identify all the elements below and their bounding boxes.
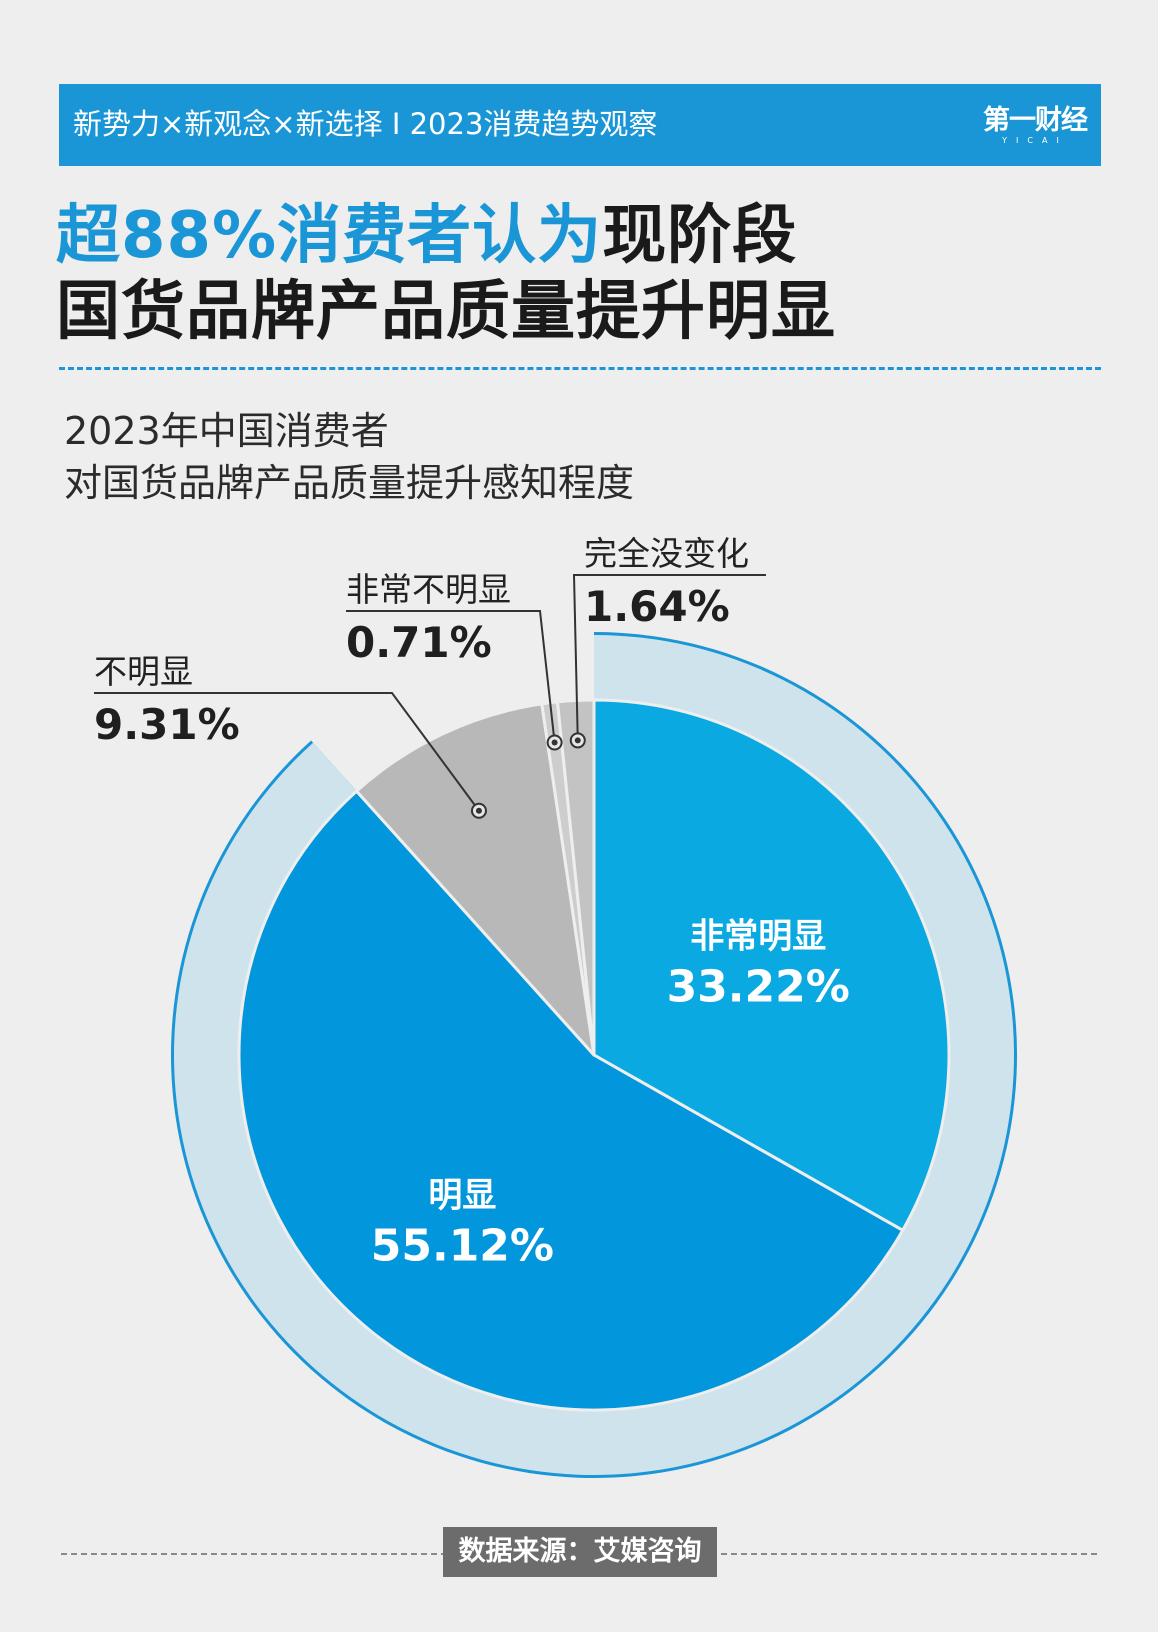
callout-line-3 — [94, 692, 480, 812]
slice-value-2: 55.12% — [371, 1221, 554, 1272]
slice-value-1: 33.22% — [667, 961, 850, 1012]
chart-title: 2023年中国消费者 对国货品牌产品质量提升感知程度 — [64, 405, 634, 509]
callout-label-4: 非常不明显 — [346, 570, 511, 609]
chart-title-line-2: 对国货品牌产品质量提升感知程度 — [64, 461, 635, 505]
callout-dot-core-4 — [551, 739, 558, 746]
callout-line-4 — [346, 610, 556, 743]
pie-slice-5 — [555, 698, 596, 1057]
chart-title-line-1: 2023年中国消费者 — [64, 409, 389, 453]
callout-line-5 — [572, 574, 766, 741]
divider — [59, 367, 1101, 370]
callout-label-5: 完全没变化 — [584, 534, 749, 573]
slice-label-2: 明显 — [428, 1176, 496, 1216]
pie-slice-2 — [237, 789, 905, 1412]
callout-dot-core-3 — [475, 807, 482, 814]
callout-value-5: 1.64% — [584, 582, 730, 631]
callout-label-3: 不明显 — [94, 652, 193, 691]
headline-line-2: 国货品牌产品质量提升明显 — [56, 275, 836, 349]
pie-slice-3 — [355, 702, 596, 1057]
banner-text: 新势力×新观念×新选择 I 2023消费趋势观察 — [73, 107, 658, 141]
headline: 超88%消费者认为现阶段 国货品牌产品质量提升明显 — [56, 198, 836, 350]
callout-value-4: 0.71% — [346, 618, 492, 667]
pie-slice-1 — [592, 698, 951, 1232]
headline-highlight: 超88%消费者认为 — [56, 199, 603, 273]
header-banner: 新势力×新观念×新选择 I 2023消费趋势观察 第一财经 YICAI — [59, 84, 1101, 166]
source-label: 数据来源：艾媒咨询 — [443, 1527, 717, 1577]
brand-name: 第一财经 — [983, 105, 1088, 136]
headline-line-1: 超88%消费者认为现阶段 — [56, 198, 836, 274]
callout-dot-core-5 — [574, 737, 581, 744]
callout-value-3: 9.31% — [94, 700, 240, 749]
brand-sub: YICAI — [1002, 136, 1068, 145]
yicai-logo: 第一财经 YICAI — [983, 105, 1088, 146]
slice-label-1: 非常明显 — [690, 916, 826, 956]
headline-rest: 现阶段 — [602, 199, 798, 273]
